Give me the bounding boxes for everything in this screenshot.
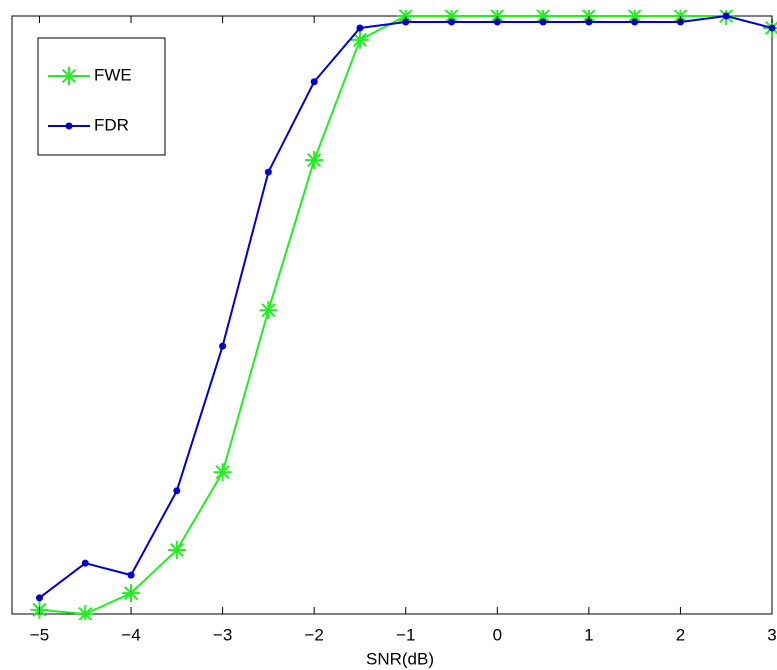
x-tick-label: 2 (676, 625, 685, 644)
x-tick-label: 3 (767, 625, 776, 644)
marker (214, 463, 232, 481)
marker (723, 13, 730, 20)
marker (448, 18, 455, 25)
x-tick-label: −3 (213, 625, 232, 644)
marker (122, 584, 140, 602)
marker (168, 541, 186, 559)
legend-box (38, 38, 165, 155)
x-tick-label: −2 (304, 625, 323, 644)
legend-marker (60, 67, 78, 85)
x-tick-label: −1 (396, 625, 415, 644)
legend-label: FDR (94, 115, 129, 134)
x-axis-label: SNR(dB) (366, 649, 434, 668)
marker (36, 594, 43, 601)
marker (76, 605, 94, 623)
marker (631, 18, 638, 25)
marker (82, 560, 89, 567)
marker (259, 301, 277, 319)
x-tick-label: 0 (493, 625, 502, 644)
marker (219, 343, 226, 350)
marker (540, 18, 547, 25)
legend-marker (66, 123, 73, 130)
marker (173, 487, 180, 494)
x-tick-label: −5 (30, 625, 49, 644)
marker (311, 78, 318, 85)
legend-label: FWE (94, 65, 132, 84)
marker (305, 151, 323, 169)
x-tick-label: 1 (584, 625, 593, 644)
marker (356, 24, 363, 31)
chart: SNR(dB) −5 −4 −3 −2 −1 0 1 2 3 FWE FDR (0, 0, 777, 670)
marker (128, 572, 135, 579)
x-tick-label: −4 (121, 625, 140, 644)
marker (265, 169, 272, 176)
marker (769, 24, 776, 31)
marker (351, 31, 369, 49)
